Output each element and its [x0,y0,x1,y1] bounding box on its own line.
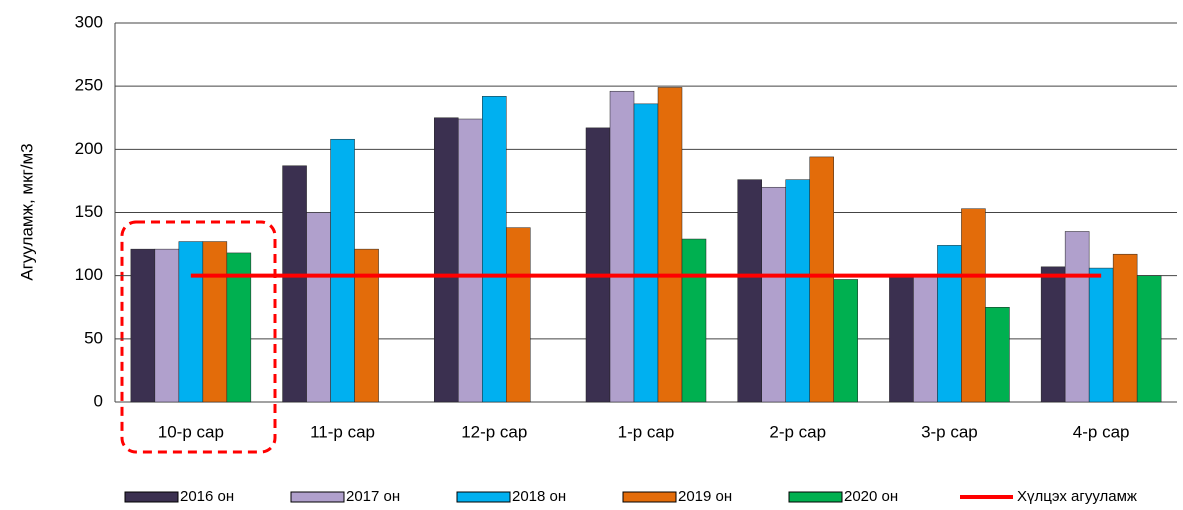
legend: 2016 он 2017 он 2018 он 2019 он 2020 он Хүлцэ… [124,488,1137,505]
y-tick-label: 100 [75,265,103,284]
x-tick-label: 12-р сар [461,422,527,441]
x-tick-label: 1-р сар [618,422,675,441]
bar [202,241,228,403]
bar [761,186,786,403]
x-tick-label: 3-р сар [921,422,978,441]
bar [785,179,810,403]
bar [506,227,531,403]
bar [985,307,1010,403]
legend-swatch [124,491,179,503]
bar [482,96,507,403]
bar [737,179,762,403]
bar [458,118,483,403]
x-tick-label: 2-р сар [769,422,826,441]
x-tick-label: 11-р сар [310,422,375,441]
legend-label: Хүлцэх агууламж [1017,488,1137,505]
y-tick-label: 50 [84,328,103,347]
bar [154,248,180,403]
bar [1112,253,1138,403]
x-tick-label: 10-р сар [158,422,224,441]
bar [657,87,683,403]
bar [178,241,204,403]
bar [330,138,355,403]
bar [1088,267,1114,403]
legend-label: 2017 он [346,488,400,505]
y-tick-label: 150 [75,202,103,221]
bar [434,117,459,403]
y-tick-label: 200 [75,139,103,158]
bar [961,208,986,403]
bar [889,274,914,403]
bar [226,252,252,403]
legend-label: 2018 он [512,488,566,505]
y-tick-label: 250 [75,76,103,95]
legend-swatch [456,491,511,503]
bar [306,212,331,403]
bar [282,165,307,403]
bar [633,103,659,403]
bar [130,248,156,403]
bar [354,248,379,403]
bar [809,156,834,403]
y-tick-label: 300 [75,12,103,31]
y-tick-label: 0 [94,391,103,410]
x-tick-label: 4-р сар [1073,422,1130,441]
bar [937,245,962,403]
legend-label: 2020 он [844,488,898,505]
y-axis-label: Агууламж, мкг/м3 [17,143,36,280]
legend-swatch [788,491,843,503]
legend-swatch [622,491,677,503]
bar [1136,275,1162,403]
legend-label: 2019 он [678,488,732,505]
bar [681,238,707,403]
bar [585,127,611,403]
bar [833,279,858,403]
legend-swatch [290,491,345,503]
bar [1040,266,1066,403]
highlight-box [120,220,277,454]
legend-label: 2016 он [180,488,234,505]
bar [913,275,938,403]
bar [609,90,635,403]
bar [1064,231,1090,403]
